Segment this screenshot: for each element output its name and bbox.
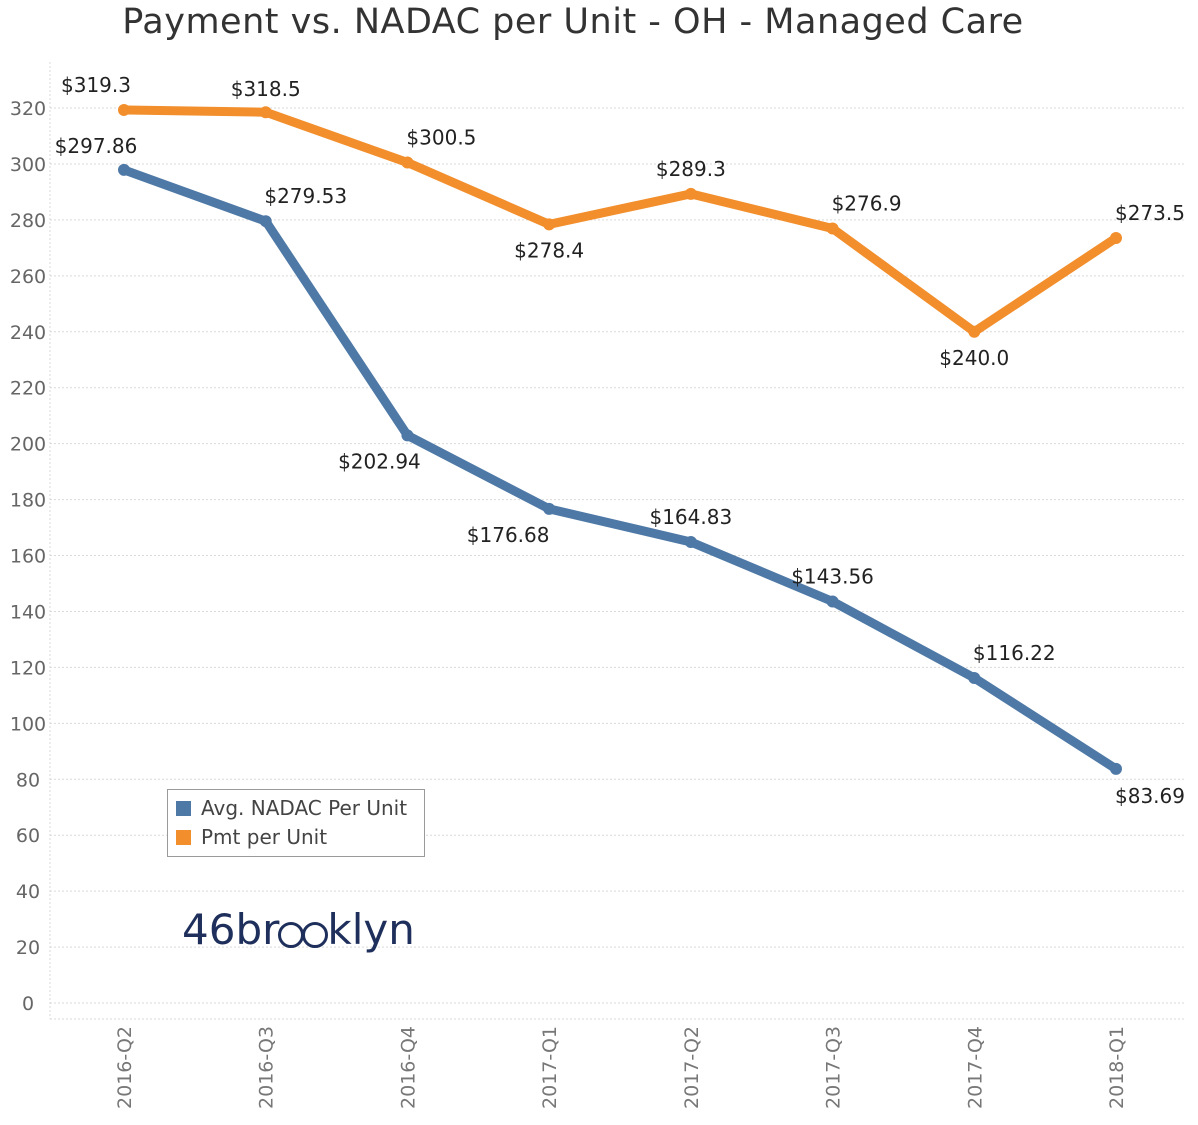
y-tick-label: 260 (10, 266, 46, 288)
data-point-nadac (968, 671, 981, 684)
x-tick-label: 2016-Q4 (397, 1026, 419, 1109)
data-point-pmt (826, 222, 839, 235)
y-tick-label: 160 (10, 546, 46, 568)
data-label-pmt: $289.3 (656, 157, 726, 181)
y-tick-label: 300 (10, 154, 46, 176)
legend-swatch-nadac (176, 800, 191, 816)
data-label-nadac: $202.94 (338, 449, 421, 473)
data-label-pmt: $276.9 (832, 192, 902, 216)
chart-title: Payment vs. NADAC per Unit - OH - Manage… (122, 2, 1024, 42)
x-tick-label: 2017-Q1 (539, 1026, 561, 1109)
data-point-nadac (684, 535, 697, 548)
x-tick-label: 2017-Q3 (823, 1026, 845, 1109)
legend-item-nadac: Avg. NADAC Per Unit (176, 795, 407, 821)
data-point-pmt (401, 156, 414, 169)
data-label-pmt: $319.3 (61, 73, 131, 97)
y-tick-label: 60 (16, 825, 40, 847)
data-point-nadac (1110, 762, 1122, 775)
data-point-nadac (259, 215, 272, 228)
y-tick-label: 120 (10, 657, 46, 679)
y-tick-label: 100 (10, 713, 46, 735)
y-tick-label: 20 (16, 937, 40, 959)
legend-item-pmt: Pmt per Unit (176, 824, 327, 850)
y-tick-label: 40 (16, 881, 40, 903)
y-tick-label: 0 (22, 993, 34, 1015)
data-label-nadac: $164.83 (649, 505, 732, 529)
data-label-pmt: $240.0 (939, 346, 1009, 370)
y-tick-label: 200 (10, 434, 46, 456)
series-layer (118, 103, 1122, 775)
data-label-pmt: $278.4 (514, 238, 584, 262)
data-label-nadac: $176.68 (467, 523, 550, 547)
y-tick-label: 80 (16, 769, 40, 791)
y-tick-label: 180 (10, 490, 46, 512)
data-point-pmt (543, 218, 556, 231)
legend-label-pmt: Pmt per Unit (201, 825, 328, 849)
data-label-nadac: $143.56 (791, 564, 874, 588)
data-point-pmt (259, 106, 272, 119)
data-label-nadac: $279.53 (264, 184, 347, 208)
legend: Avg. NADAC Per Unit Pmt per Unit (167, 789, 425, 857)
data-label-pmt: $273.5 (1115, 201, 1185, 225)
data-label-nadac: $83.69 (1115, 784, 1185, 808)
x-tick-label: 2016-Q2 (114, 1026, 136, 1109)
y-tick-label: 280 (10, 210, 46, 232)
brand-logo-glasses-right (302, 921, 329, 948)
data-point-pmt (1110, 232, 1122, 245)
y-tick-label: 240 (10, 322, 46, 344)
series-line-nadac (119, 165, 1121, 774)
y-tick-label: 220 (10, 378, 46, 400)
x-tick-label: 2018-Q1 (1106, 1026, 1128, 1109)
y-tick-label: 320 (10, 98, 46, 120)
data-label-nadac: $297.86 (55, 134, 138, 158)
data-point-pmt (968, 325, 981, 338)
legend-label-nadac: Avg. NADAC Per Unit (201, 796, 408, 820)
brand-logo-glasses-left (278, 921, 305, 948)
data-point-nadac (401, 429, 414, 442)
data-point-nadac (543, 502, 556, 515)
data-point-pmt (118, 103, 130, 116)
brand-logo: 46brooklyn 46br klyn (182, 905, 415, 954)
data-label-pmt: $318.5 (231, 77, 301, 101)
data-label-nadac: $116.22 (973, 641, 1056, 665)
legend-swatch-pmt (176, 829, 191, 845)
x-tick-label: 2017-Q4 (964, 1026, 986, 1109)
data-point-nadac (826, 595, 839, 608)
series-line-pmt (119, 105, 1121, 337)
data-point-pmt (684, 187, 697, 200)
brand-logo-part-2: klyn (327, 905, 415, 954)
data-point-nadac (118, 163, 130, 176)
x-tick-label: 2017-Q2 (681, 1026, 703, 1109)
axis-layer: 0 20 40 60 80 100 120 140 160 180 200 220 240 260 280 3… (10, 98, 1128, 1109)
data-label-pmt: $300.5 (406, 126, 476, 150)
label-layer: $297.86 $279.53 $202.94 $176.68 $164.83 $143.… (55, 73, 1185, 808)
y-tick-label: 140 (10, 601, 46, 623)
x-tick-label: 2016-Q3 (256, 1026, 278, 1109)
brand-logo-part-1: 46br (182, 905, 280, 954)
